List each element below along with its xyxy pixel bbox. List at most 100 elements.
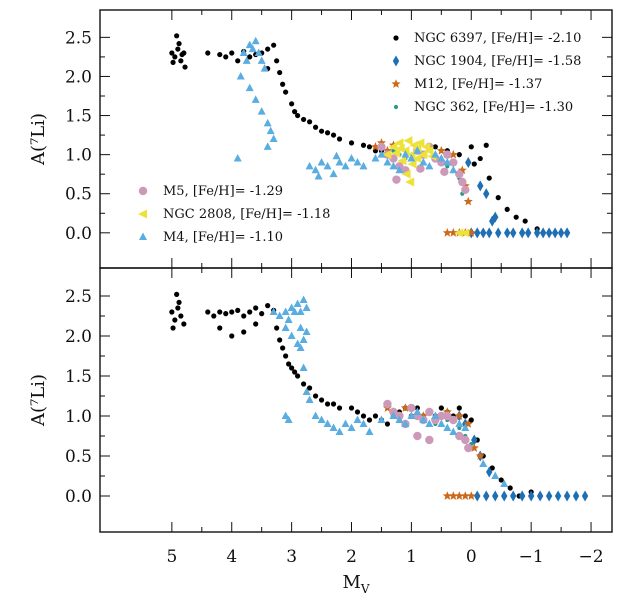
data-point xyxy=(312,393,319,399)
data-point xyxy=(443,411,452,421)
data-point xyxy=(563,227,571,239)
data-point xyxy=(383,157,392,166)
data-point xyxy=(329,423,338,431)
data-point xyxy=(471,161,477,167)
data-point xyxy=(449,158,458,167)
data-point xyxy=(169,50,175,56)
data-point xyxy=(174,291,180,297)
data-point xyxy=(437,154,446,162)
data-point xyxy=(392,55,400,67)
data-point xyxy=(401,169,411,179)
data-point xyxy=(383,399,392,409)
data-point xyxy=(289,365,295,371)
legend-entry-label: NGC 2808, [Fe/H]= -1.18 xyxy=(163,207,330,222)
data-point xyxy=(174,33,180,39)
data-point xyxy=(509,490,517,502)
data-point xyxy=(401,150,410,158)
data-point xyxy=(466,228,476,237)
y-tick-label: 0.5 xyxy=(65,185,92,205)
data-point xyxy=(317,415,326,423)
data-point xyxy=(341,419,350,427)
data-point xyxy=(217,325,223,331)
data-point xyxy=(460,181,470,190)
data-point xyxy=(284,415,293,423)
data-point xyxy=(479,459,488,467)
data-point xyxy=(448,149,458,159)
data-point xyxy=(395,165,404,174)
data-point xyxy=(413,407,422,415)
data-point xyxy=(336,136,343,142)
data-point xyxy=(205,50,211,56)
data-point xyxy=(217,51,223,58)
data-point xyxy=(299,363,308,371)
data-point xyxy=(269,307,278,315)
legend-bottom-left: M5, [Fe/H]= -1.29 NGC 2808, [Fe/H]= -1.18… xyxy=(138,184,330,245)
legend-entry-label: M4, [Fe/H]= -1.10 xyxy=(163,230,283,245)
data-point xyxy=(360,142,367,148)
series-ngc-2808 xyxy=(382,136,470,238)
legend-entry-label: NGC 362, [Fe/H]= -1.30 xyxy=(414,100,573,115)
data-point xyxy=(245,83,254,92)
data-point xyxy=(175,46,181,52)
data-point xyxy=(281,307,290,315)
data-point xyxy=(504,227,511,239)
data-point xyxy=(437,411,446,421)
data-point xyxy=(539,227,547,239)
data-point xyxy=(443,150,452,159)
data-point xyxy=(522,218,528,224)
data-point xyxy=(242,56,251,64)
data-point xyxy=(536,490,544,502)
data-point xyxy=(425,407,434,417)
data-point xyxy=(415,138,425,148)
data-point xyxy=(170,59,176,65)
data-point xyxy=(391,79,401,88)
data-point xyxy=(377,415,386,423)
data-point xyxy=(229,50,235,56)
x-axis-title: MV xyxy=(342,572,369,596)
series-m4 xyxy=(269,295,509,487)
data-point xyxy=(295,112,301,119)
panel-frame xyxy=(99,267,613,533)
data-point xyxy=(263,118,272,127)
data-point xyxy=(377,142,386,152)
data-point xyxy=(247,309,253,315)
data-point xyxy=(260,64,269,72)
data-point xyxy=(296,323,305,331)
data-point xyxy=(281,411,290,419)
x-tick-label: 5 xyxy=(166,547,177,567)
legend-entry-label: NGC 6397, [Fe/H]= -2.10 xyxy=(414,31,581,46)
data-point xyxy=(419,415,428,423)
data-point xyxy=(498,477,504,483)
data-point xyxy=(403,136,413,146)
data-point xyxy=(277,69,283,76)
data-point xyxy=(139,232,147,240)
data-point xyxy=(442,228,452,237)
data-point xyxy=(223,311,229,317)
data-point xyxy=(236,71,245,80)
data-point xyxy=(468,144,474,150)
data-point xyxy=(253,321,259,327)
data-point xyxy=(440,167,449,177)
data-point xyxy=(504,206,510,212)
data-point xyxy=(474,490,481,502)
data-point xyxy=(466,491,476,500)
data-point xyxy=(436,145,446,155)
data-point xyxy=(551,227,559,239)
data-point xyxy=(295,373,301,379)
data-point xyxy=(524,227,532,239)
y-tick-label: 0.0 xyxy=(65,487,92,507)
data-point xyxy=(464,443,473,453)
data-point xyxy=(176,41,182,47)
data-point xyxy=(336,405,343,411)
data-point xyxy=(251,95,260,103)
data-point xyxy=(425,161,434,170)
data-point xyxy=(241,329,247,335)
data-point xyxy=(495,195,501,201)
data-point xyxy=(280,345,286,351)
data-point xyxy=(457,165,467,175)
series-ngc-6397 xyxy=(169,291,534,499)
data-point xyxy=(287,303,296,311)
data-point xyxy=(138,209,147,219)
data-point xyxy=(265,303,271,309)
